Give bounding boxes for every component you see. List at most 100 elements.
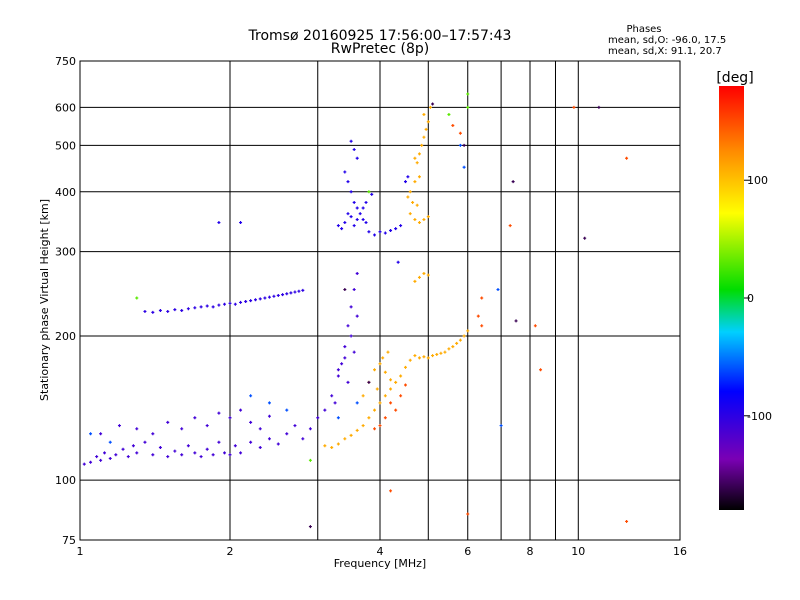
- data-point: [480, 296, 484, 300]
- data-point: [367, 380, 371, 384]
- data-point: [233, 302, 237, 306]
- data-point: [166, 420, 170, 424]
- plot-frame: [79, 60, 681, 541]
- data-point: [228, 301, 232, 305]
- data-point: [426, 356, 430, 360]
- data-point: [394, 380, 398, 384]
- colorbar-tick-label: -100: [747, 410, 772, 423]
- data-point: [411, 200, 415, 204]
- data-point: [499, 424, 503, 428]
- data-point: [249, 394, 253, 398]
- data-point: [439, 351, 443, 355]
- data-point: [422, 112, 426, 116]
- data-point: [276, 442, 280, 446]
- data-point: [336, 368, 340, 372]
- data-point: [358, 212, 362, 216]
- data-point: [285, 432, 289, 436]
- data-point: [281, 293, 285, 297]
- data-point: [143, 440, 147, 444]
- data-point: [408, 212, 412, 216]
- data-point: [223, 302, 227, 306]
- data-point: [373, 427, 377, 431]
- data-point: [399, 394, 403, 398]
- data-point: [143, 309, 147, 313]
- data-point: [355, 428, 359, 432]
- data-point: [346, 324, 350, 328]
- data-point: [233, 444, 237, 448]
- x-tick-label: 8: [527, 545, 534, 558]
- data-point: [355, 206, 359, 210]
- data-point: [336, 442, 340, 446]
- data-point: [346, 212, 350, 216]
- data-point: [451, 124, 455, 128]
- data-point: [166, 309, 170, 313]
- y-tick-label: 300: [55, 246, 76, 259]
- data-point: [211, 453, 215, 457]
- data-point: [355, 156, 359, 160]
- x-axis-label: Frequency [MHz]: [334, 557, 426, 570]
- data-point: [121, 447, 125, 451]
- data-point: [417, 152, 421, 156]
- chart-subtitle: RwPretec (8p): [331, 41, 429, 57]
- data-point: [367, 416, 371, 420]
- data-point: [308, 458, 312, 462]
- data-point: [381, 356, 385, 360]
- data-point: [514, 319, 518, 323]
- data-point: [349, 305, 353, 309]
- data-point: [267, 437, 271, 441]
- data-point: [131, 444, 135, 448]
- data-point: [466, 92, 470, 96]
- data-point: [330, 445, 334, 449]
- data-point: [349, 190, 353, 194]
- data-point: [330, 394, 334, 398]
- data-point: [399, 224, 403, 228]
- x-tick-label: 2: [227, 545, 234, 558]
- data-point: [435, 352, 439, 356]
- data-point: [413, 156, 417, 160]
- data-point: [361, 424, 365, 428]
- data-point: [289, 291, 293, 295]
- data-point: [408, 190, 412, 194]
- data-point: [389, 378, 393, 382]
- data-point: [625, 156, 629, 160]
- data-point: [415, 203, 419, 207]
- colorbar-label: [deg]: [716, 70, 753, 86]
- data-point: [403, 383, 407, 387]
- y-tick-label: 750: [55, 55, 76, 68]
- data-point: [396, 260, 400, 264]
- data-point: [89, 432, 93, 436]
- data-point: [394, 227, 398, 231]
- data-point: [373, 368, 377, 372]
- data-point: [158, 309, 162, 313]
- data-point: [126, 455, 130, 459]
- y-axis-ticks: 75 100 200 300 400 500 600 750: [55, 55, 76, 547]
- data-point: [389, 401, 393, 405]
- data-point: [511, 180, 515, 184]
- data-point: [99, 458, 103, 462]
- data-point: [476, 314, 480, 318]
- data-point: [135, 451, 139, 455]
- data-point: [258, 427, 262, 431]
- data-point: [428, 105, 432, 109]
- x-tick-label: 16: [673, 545, 687, 558]
- data-point: [361, 218, 365, 222]
- data-point: [422, 218, 426, 222]
- data-point: [89, 460, 93, 464]
- y-tick-label: 75: [62, 534, 76, 547]
- data-point: [375, 387, 379, 391]
- data-point: [422, 135, 426, 139]
- data-point: [308, 427, 312, 431]
- data-point: [228, 453, 232, 457]
- data-point: [211, 305, 215, 309]
- data-point: [301, 437, 305, 441]
- data-point: [343, 345, 347, 349]
- data-point: [406, 195, 410, 199]
- data-point: [239, 300, 243, 304]
- data-point: [355, 401, 359, 405]
- data-point: [217, 221, 221, 225]
- data-point: [413, 218, 417, 222]
- data-point: [422, 272, 426, 276]
- data-point: [355, 218, 359, 222]
- x-tick-label: 6: [464, 545, 471, 558]
- colorbar: [719, 86, 744, 510]
